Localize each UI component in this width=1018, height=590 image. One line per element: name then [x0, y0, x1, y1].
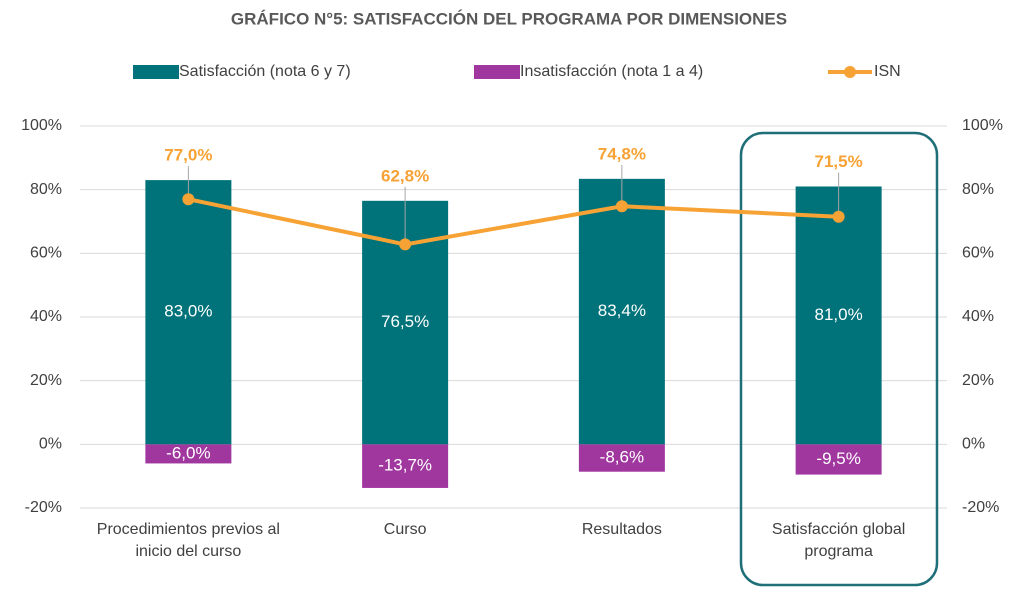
data-label: 77,0%	[164, 146, 212, 165]
y2-tick-label: 100%	[962, 117, 1003, 134]
y2-tick-label: 40%	[962, 308, 994, 325]
legend-swatch	[474, 65, 520, 79]
x-tick-label: Procedimientos previos al inicio del cur…	[96, 521, 280, 560]
data-label: -8,6%	[600, 448, 644, 467]
point	[399, 238, 412, 251]
line	[187, 197, 839, 247]
y-tick-label: -20%	[25, 499, 62, 516]
y2-tick-label: 60%	[962, 245, 994, 262]
data-label: -9,5%	[816, 449, 860, 468]
y-tick-label: 0%	[39, 436, 62, 453]
y-tick-label: 40%	[30, 308, 62, 325]
data-label: -13,7%	[378, 456, 432, 475]
legend-label: ISN	[874, 63, 901, 80]
bar	[795, 186, 882, 445]
bar	[145, 444, 232, 464]
point	[182, 193, 195, 206]
x-tick-label: Satisfacción global programa	[771, 521, 906, 560]
x-tick-label: Curso	[383, 521, 427, 538]
data-label: 71,5%	[815, 152, 863, 171]
y2-tick-label: 20%	[962, 372, 994, 389]
legend-label: Insatisfacción (nota 1 a 4)	[520, 63, 703, 80]
bar	[578, 178, 665, 445]
data-label: 76,5%	[381, 312, 429, 331]
data-label: 62,8%	[381, 166, 429, 185]
bar	[362, 444, 449, 488]
y-tick-label: 60%	[30, 245, 62, 262]
data-label: -6,0%	[166, 443, 210, 462]
point	[615, 200, 628, 213]
bar	[145, 180, 232, 445]
x-tick-label: Resultados	[581, 521, 662, 538]
legend-label: Satisfacción (nota 6 y 7)	[179, 63, 351, 80]
y-tick-label: 80%	[30, 181, 62, 198]
legend-swatch	[133, 65, 179, 79]
data-label: 81,0%	[815, 305, 863, 324]
data-label: 83,4%	[598, 301, 646, 320]
bar	[795, 444, 882, 475]
bar	[578, 444, 665, 472]
legend-swatch	[844, 66, 856, 78]
y-tick-label: 100%	[21, 117, 62, 134]
y2-tick-label: 0%	[962, 436, 985, 453]
data-label: 74,8%	[598, 144, 646, 163]
y2-tick-label: 80%	[962, 181, 994, 198]
point	[832, 210, 845, 223]
data-label: 83,0%	[164, 302, 212, 321]
chart-title: GRÁFICO N°5: SATISFACCIÓN DEL PROGRAMA P…	[231, 9, 787, 28]
highlight-frame	[739, 131, 939, 587]
y2-tick-label: -20%	[962, 499, 999, 516]
y-tick-label: 20%	[30, 372, 62, 389]
